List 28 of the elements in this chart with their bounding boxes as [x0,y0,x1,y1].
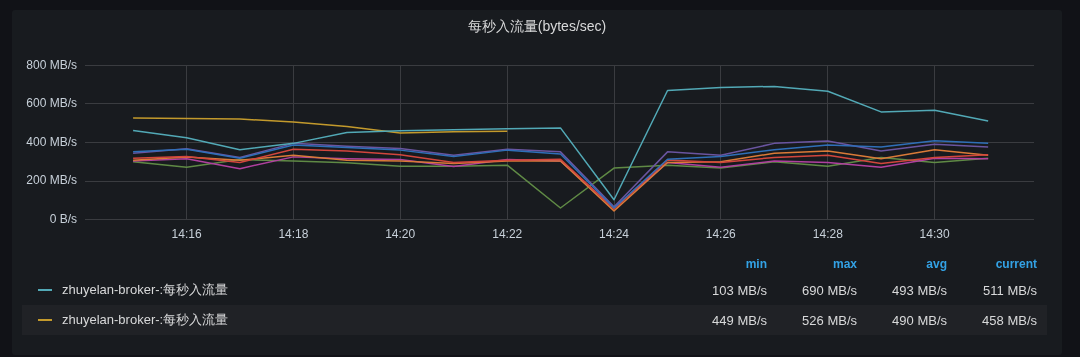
x-tick-label: 14:20 [385,227,416,242]
text: 493 MB/s [891,282,948,298]
text: 690 MB/s [801,282,858,298]
text: 511 MB/s [982,282,1038,298]
x-tick-label: 14:28 [812,227,844,242]
text: 490 MB/s [891,312,948,328]
text: max [831,257,858,271]
x-tick-label: 14:18 [278,227,309,242]
y-tick-label: 0 B/s [49,211,77,226]
legend-label: zhuyelan-broker-:每秒入流量 [61,311,230,329]
x-tick-label: 14:26 [705,227,737,242]
x-tick-label: 14:16 [171,227,202,242]
text: 526 MB/s [801,312,858,328]
text: 449 MB/s [711,312,768,328]
text: avg [925,257,948,271]
x-tick-label: 14:24 [598,227,630,242]
x-tick-label: 14:30 [919,227,950,242]
text: 103 MB/s [711,282,768,298]
chart-title: 每秒入流量(bytes/sec) [466,18,608,36]
text: current [994,257,1038,271]
y-tick-label: 400 MB/s [26,134,77,149]
y-tick-label: 800 MB/s [26,57,77,72]
text: min [744,257,768,271]
legend-label: zhuyelan-broker-:每秒入流量 [61,281,230,299]
y-tick-label: 200 MB/s [26,173,77,188]
x-tick-label: 14:22 [492,227,523,242]
text: 458 MB/s [981,312,1038,328]
y-tick-label: 600 MB/s [26,96,77,111]
